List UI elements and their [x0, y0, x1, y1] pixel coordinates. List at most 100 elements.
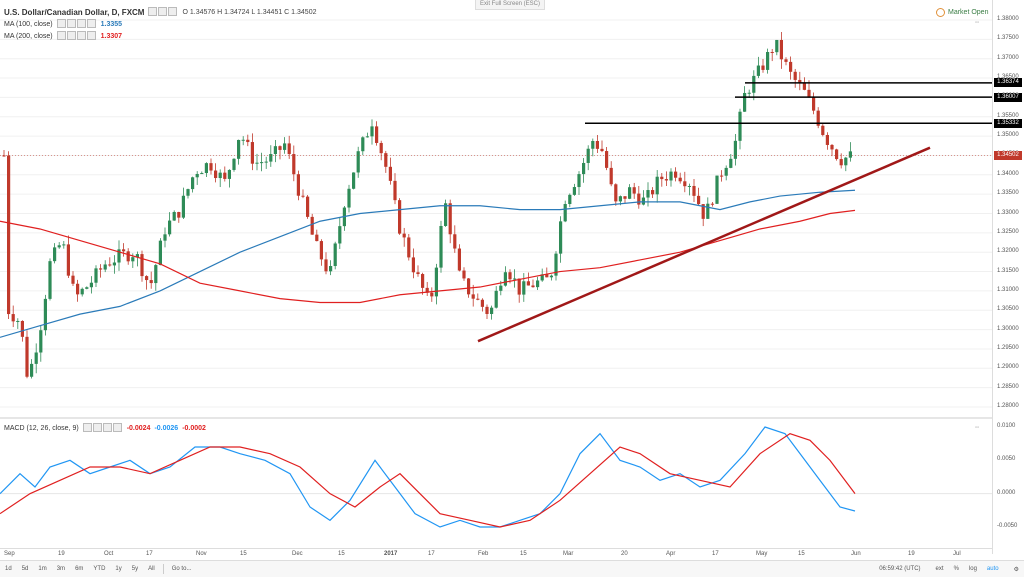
candle-body	[223, 172, 227, 179]
scale-option-button[interactable]: log	[968, 566, 977, 572]
candle-body	[283, 143, 287, 150]
candle-body	[43, 298, 47, 331]
timeframe-button[interactable]: 1d	[5, 566, 12, 572]
candle-body	[287, 143, 291, 155]
candle-body	[80, 288, 84, 295]
candle-body	[526, 281, 530, 286]
candle-body	[149, 280, 153, 284]
timeframe-button[interactable]: 6m	[75, 566, 84, 572]
candle-body	[48, 261, 52, 299]
candle-body	[361, 137, 365, 152]
time-tick: 15	[520, 551, 527, 557]
candle-body	[416, 272, 420, 275]
candle-body	[232, 158, 236, 170]
exit-fullscreen-button[interactable]: Exit Full Screen (ESC)	[475, 0, 545, 10]
candle-body	[614, 184, 618, 202]
price-marker: 1.34502	[994, 150, 1022, 160]
candle-body	[172, 211, 176, 221]
candle-body	[237, 139, 241, 159]
legend-buttons[interactable]	[148, 7, 178, 18]
macd-value-1: -0.0024	[126, 425, 151, 432]
time-axis[interactable]: Sep 19 Oct 17 Nov 15 Dec 15 2017 17 Feb 15 Mar 20 Apr 1…	[0, 548, 992, 561]
timeframe-button[interactable]: YTD	[93, 566, 106, 572]
candle-body	[7, 155, 11, 315]
time-tick: 15	[240, 551, 247, 557]
candle-body	[338, 226, 342, 244]
price-axis[interactable]: 1.380001.375001.370001.365001.360001.355…	[992, 0, 1024, 554]
candle-body	[324, 259, 328, 272]
candle-body	[848, 151, 852, 158]
gear-icon[interactable]: ⚙	[1013, 566, 1019, 573]
candle-body	[168, 220, 172, 235]
candle-body	[177, 211, 181, 218]
candle-body	[784, 59, 788, 62]
candle-body	[384, 153, 388, 167]
candle-body	[214, 170, 218, 179]
candle-body	[76, 283, 80, 295]
goto-button[interactable]: Go to...	[171, 566, 192, 572]
candle-body	[375, 126, 379, 143]
scale-option-button[interactable]: ext	[935, 566, 944, 572]
macd-buttons[interactable]	[82, 423, 123, 434]
candle-body	[678, 177, 682, 182]
candle-body	[825, 134, 829, 145]
time-tick: Sep	[4, 551, 15, 557]
candle-body	[830, 144, 834, 150]
candle-body	[752, 75, 756, 93]
candle-body	[218, 172, 222, 179]
market-status: Market Open	[936, 8, 988, 17]
price-tick: 1.30500	[997, 306, 1019, 313]
candle-body	[163, 234, 167, 241]
scale-option-button[interactable]: %	[953, 566, 959, 572]
macd-line	[0, 426, 856, 528]
candle-body	[315, 234, 319, 242]
candle-body	[761, 65, 765, 70]
utc-clock[interactable]: 06:59:42 (UTC)	[879, 566, 921, 572]
candle-body	[57, 245, 61, 248]
candle-body	[278, 146, 282, 150]
timeframe-button[interactable]: 5d	[21, 566, 29, 572]
candle-body	[131, 257, 135, 262]
bottom-toolbar: 1d 5d 1m 3m 6m YTD 1y 5y All Go to... 06:59:42 (…	[0, 560, 1024, 577]
ma100-buttons[interactable]	[56, 19, 97, 30]
candle-body	[53, 247, 57, 262]
candle-body	[844, 157, 848, 166]
candle-body	[439, 225, 443, 268]
timeframe-button[interactable]: 1m	[38, 566, 47, 572]
price-tick: 1.38000	[997, 16, 1019, 22]
macd-value-3: -0.0002	[182, 425, 206, 432]
candle-body	[85, 287, 89, 289]
timeframe-button[interactable]: 5y	[131, 566, 139, 572]
candle-body	[641, 197, 645, 205]
price-chart[interactable]	[0, 0, 992, 548]
candle-body	[586, 148, 590, 163]
price-tick: 1.35000	[997, 132, 1019, 139]
candle-body	[706, 203, 710, 219]
candle-body	[503, 272, 507, 286]
macd-tick: -0.0050	[997, 523, 1018, 529]
candle-body	[605, 151, 609, 168]
candle-body	[122, 249, 126, 252]
timeframe-button[interactable]: 1y	[115, 566, 122, 572]
candle-body	[2, 155, 6, 157]
candle-body	[559, 221, 563, 254]
candle-body	[411, 257, 415, 273]
candle-body	[393, 180, 397, 201]
timeframe-button[interactable]: 3m	[56, 566, 66, 572]
candle-body	[775, 39, 779, 53]
candle-body	[135, 254, 139, 258]
candle-body	[724, 167, 728, 176]
scale-option-button[interactable]: auto	[986, 566, 999, 572]
signal-line	[0, 433, 856, 528]
ma200-buttons[interactable]	[56, 31, 97, 42]
timeframe-button[interactable]: All	[148, 566, 155, 572]
candle-body	[623, 196, 627, 199]
macd-pane-controls[interactable]: ▫▫	[975, 425, 980, 431]
price-tick: 1.33000	[997, 209, 1019, 216]
candle-body	[126, 251, 130, 262]
price-marker: 1.35332	[994, 118, 1022, 128]
pane-controls[interactable]: ▫▫	[975, 20, 980, 26]
candle-body	[517, 278, 521, 295]
macd-tick: 0.0050	[997, 456, 1016, 463]
candle-body	[140, 254, 144, 277]
